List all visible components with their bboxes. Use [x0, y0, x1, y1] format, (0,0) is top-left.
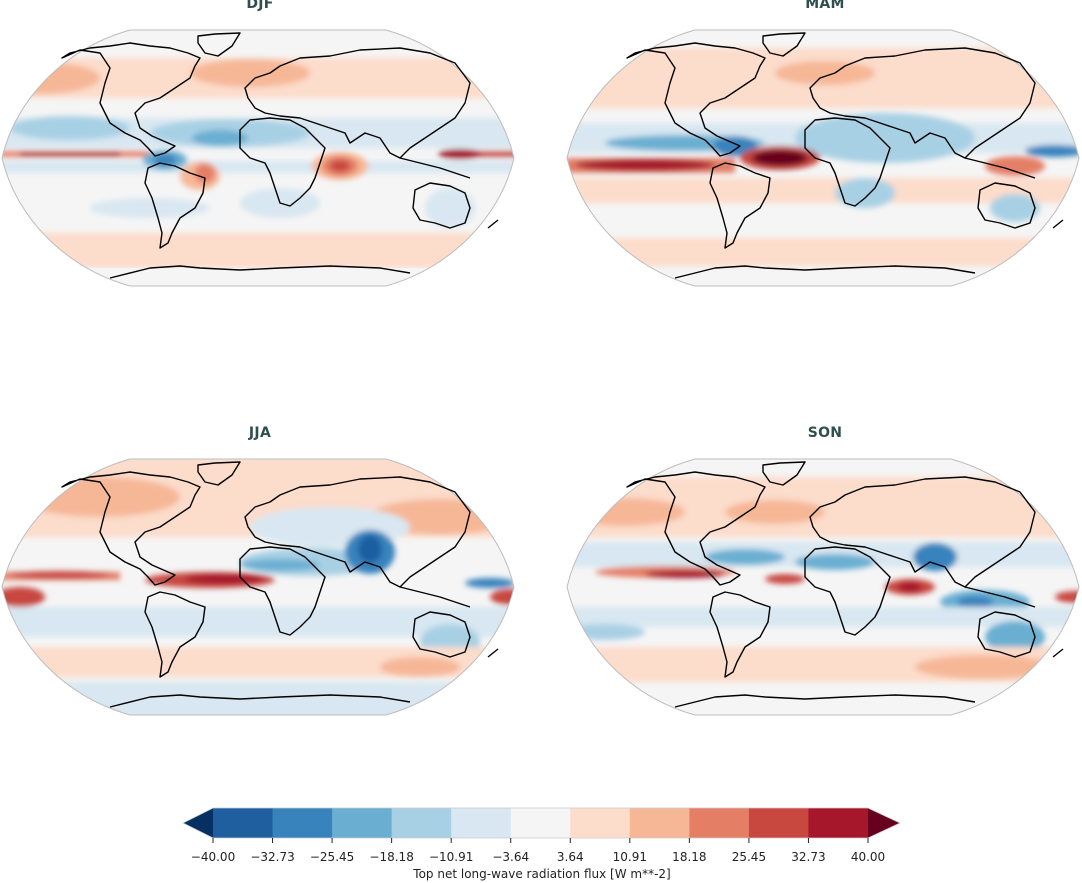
colorbar-segment	[629, 808, 690, 838]
colorbar-scale	[182, 807, 901, 843]
colorbar-segment	[272, 808, 333, 838]
colorbar-segment	[332, 808, 393, 838]
map-mam	[566, 29, 1080, 287]
panel-mam: MAM	[565, 0, 1082, 300]
colorbar-segment	[689, 808, 750, 838]
colorbar-tick-label: 40.00	[850, 850, 886, 864]
colorbar-tick-label: −40.00	[190, 850, 236, 864]
colorbar-tick-label: −10.91	[428, 850, 474, 864]
colorbar-tick-label: −3.64	[492, 850, 530, 864]
colorbar-tick-label: 32.73	[791, 850, 826, 864]
colorbar-segment	[808, 808, 869, 838]
colorbar-over-extension	[868, 808, 900, 838]
coastlines	[626, 32, 1064, 279]
colorbar-tick-label: −32.73	[250, 850, 295, 864]
panel-son: SON	[565, 425, 1082, 729]
colorbar-tick-label: 25.45	[731, 850, 767, 864]
panel-title: MAM	[805, 0, 845, 12]
map-son	[566, 458, 1080, 716]
panel-djf: DJF	[0, 0, 520, 300]
panel-title: JJA	[248, 425, 272, 441]
colorbar-segment	[510, 808, 571, 838]
coastlines	[61, 32, 499, 279]
colorbar-segment	[748, 808, 809, 838]
colorbar-segment	[451, 808, 512, 838]
map-djf	[1, 29, 515, 287]
colorbar-segment	[570, 808, 631, 838]
colorbar-segment	[391, 808, 452, 838]
colorbar-tick-label: 10.91	[612, 850, 647, 864]
colorbar-segment	[213, 808, 274, 838]
panel-title: SON	[807, 425, 843, 441]
panel-title: DJF	[246, 0, 274, 12]
coastlines	[61, 461, 499, 708]
colorbar-under-extension	[183, 808, 213, 838]
coastlines	[626, 461, 1064, 708]
colorbar-tick-label: 3.64	[556, 850, 584, 864]
colorbar-tick-label: −25.45	[309, 850, 355, 864]
colorbar-label: Top net long-wave radiation flux [W m**-…	[413, 867, 671, 881]
map-jja	[1, 458, 515, 716]
colorbar-tick-label: −18.18	[369, 850, 414, 864]
panel-jja: JJA	[0, 425, 520, 729]
colorbar-tick-label: 18.18	[672, 850, 707, 864]
colorbar: −40.00 −32.73 −25.45 −18.18 −10.91 −3.64 3.64 1…	[180, 805, 904, 883]
